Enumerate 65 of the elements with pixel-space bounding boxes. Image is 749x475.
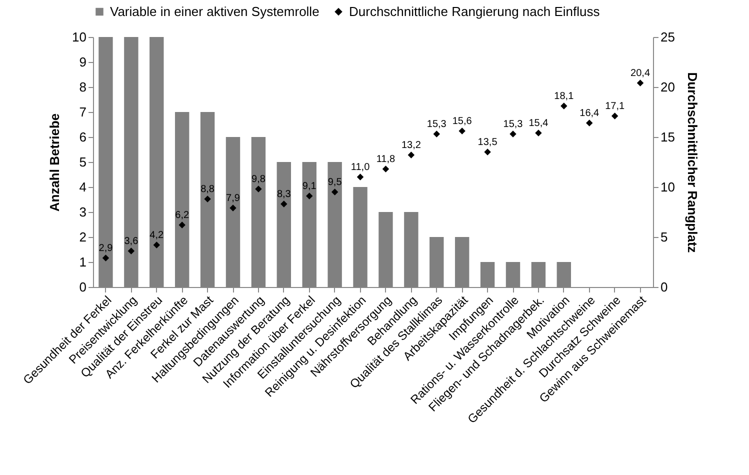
y2-tick-label: 25	[660, 30, 675, 44]
data-label: 7,9	[226, 193, 240, 204]
data-label: 16,4	[580, 108, 600, 119]
y-tick-label: 9	[79, 54, 86, 70]
data-label: 15,3	[503, 119, 524, 130]
data-label: 6,2	[175, 210, 190, 221]
y-tick-label: 4	[79, 180, 86, 194]
legend-label: Variable in einer aktiven Systemrolle	[110, 4, 320, 19]
point	[356, 174, 364, 180]
point	[280, 200, 288, 208]
point	[458, 128, 466, 134]
legend-label: Durchschnittliche Rangierung nach Einfluss	[349, 4, 600, 19]
point	[510, 130, 516, 138]
data-label: 3,6	[124, 236, 139, 247]
data-label: 17,1	[605, 101, 625, 112]
point	[102, 254, 110, 262]
y-tick-label: 0	[79, 280, 86, 294]
point	[306, 192, 313, 200]
y2-tick-label: 10	[660, 180, 675, 194]
point	[611, 112, 618, 120]
point	[535, 130, 542, 136]
data-label: 15,6	[452, 116, 472, 127]
y2-tick-label: 20	[660, 80, 675, 94]
point	[153, 242, 160, 248]
data-label: 8,3	[276, 189, 292, 200]
y-tick-label: 5	[79, 154, 86, 170]
data-label: 15,4	[528, 118, 549, 129]
data-label: 18,1	[554, 91, 574, 102]
data-label: 15,3	[426, 119, 447, 130]
point	[331, 188, 338, 196]
y-tick-label: 1	[79, 254, 86, 270]
point	[408, 152, 415, 158]
y-tick-label: 2	[79, 230, 86, 244]
data-label: 4,2	[150, 230, 164, 241]
point	[433, 130, 440, 138]
data-label: 9,8	[252, 174, 266, 185]
point	[230, 204, 236, 212]
data-label: 11,0	[350, 162, 370, 173]
y-tick-label: 6	[79, 130, 86, 144]
y2-axis-title: Durchschnittlicher Rangplatz	[684, 72, 700, 254]
data-label: 13,2	[401, 140, 422, 151]
data-label: 9,1	[302, 181, 317, 192]
y2-tick-label: 0	[660, 280, 668, 294]
y2-tick-label: 5	[660, 230, 668, 244]
y-tick-label: 10	[72, 30, 86, 44]
point	[560, 102, 568, 110]
data-label: 13,5	[478, 137, 498, 148]
point	[586, 120, 593, 126]
point	[636, 80, 644, 86]
data-label: 11,8	[376, 154, 396, 165]
y-tick-label: 8	[79, 80, 86, 94]
data-label: 2,9	[98, 243, 114, 254]
point	[204, 196, 211, 202]
data-label: 9,5	[328, 177, 342, 188]
point	[484, 148, 491, 156]
point	[382, 166, 390, 172]
y-axis-title: Anzahl Betriebe	[47, 113, 62, 212]
y-tick-label: 7	[79, 104, 86, 120]
point	[178, 222, 186, 228]
data-label: 8,8	[200, 184, 215, 195]
data-label: 20,4	[630, 68, 650, 79]
y2-tick-label: 15	[660, 130, 675, 144]
point	[128, 248, 135, 254]
y-tick-label: 3	[79, 204, 86, 220]
point	[255, 186, 262, 192]
